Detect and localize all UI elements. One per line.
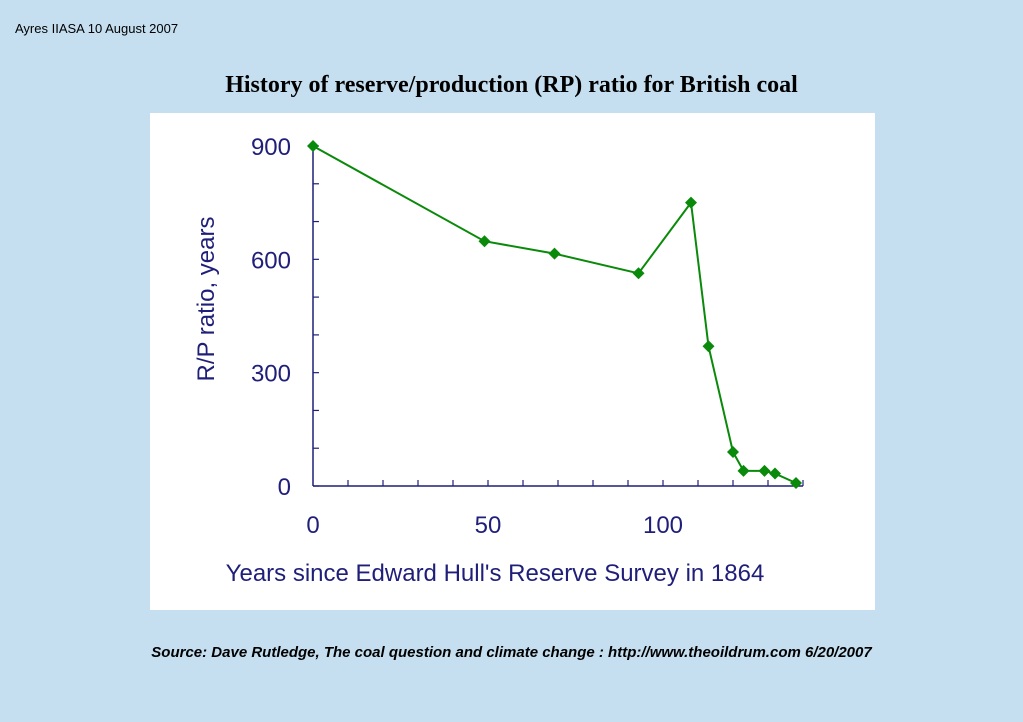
data-point (702, 340, 715, 353)
y-tick-label: 600 (251, 247, 291, 274)
page-title: History of reserve/production (RP) ratio… (225, 72, 798, 98)
x-tick-label: 100 (643, 512, 683, 539)
line-chart: 0 300 600 900 0 50 100 R/P ratio, years Years … (193, 134, 804, 587)
y-axis-label: R/P ratio, years (193, 217, 220, 382)
data-point (478, 235, 491, 248)
data-point (737, 464, 750, 477)
data-point (307, 140, 319, 152)
x-tick-label: 50 (475, 512, 502, 539)
data-point (685, 196, 697, 209)
series-line (312, 145, 797, 484)
data-point (758, 464, 771, 477)
data-point (769, 467, 781, 480)
source-note: Source: Dave Rutledge, The coal question… (151, 644, 872, 661)
data-point (632, 267, 645, 280)
series-layer (307, 140, 802, 489)
chart-panel: 0 300 600 900 0 50 100 R/P ratio, years Years … (150, 113, 875, 610)
x-axis-label: Years since Edward Hull's Reserve Survey… (226, 560, 765, 587)
tick-labels: 0 300 600 900 0 50 100 (251, 134, 683, 539)
data-point (790, 476, 802, 489)
y-tick-label: 300 (251, 361, 291, 388)
y-tick-label: 900 (251, 134, 291, 161)
data-point (548, 247, 561, 260)
y-tick-label: 0 (278, 474, 291, 501)
data-point (727, 446, 739, 458)
x-tick-label: 0 (306, 512, 319, 539)
header-note: Ayres IIASA 10 August 2007 (15, 21, 179, 36)
